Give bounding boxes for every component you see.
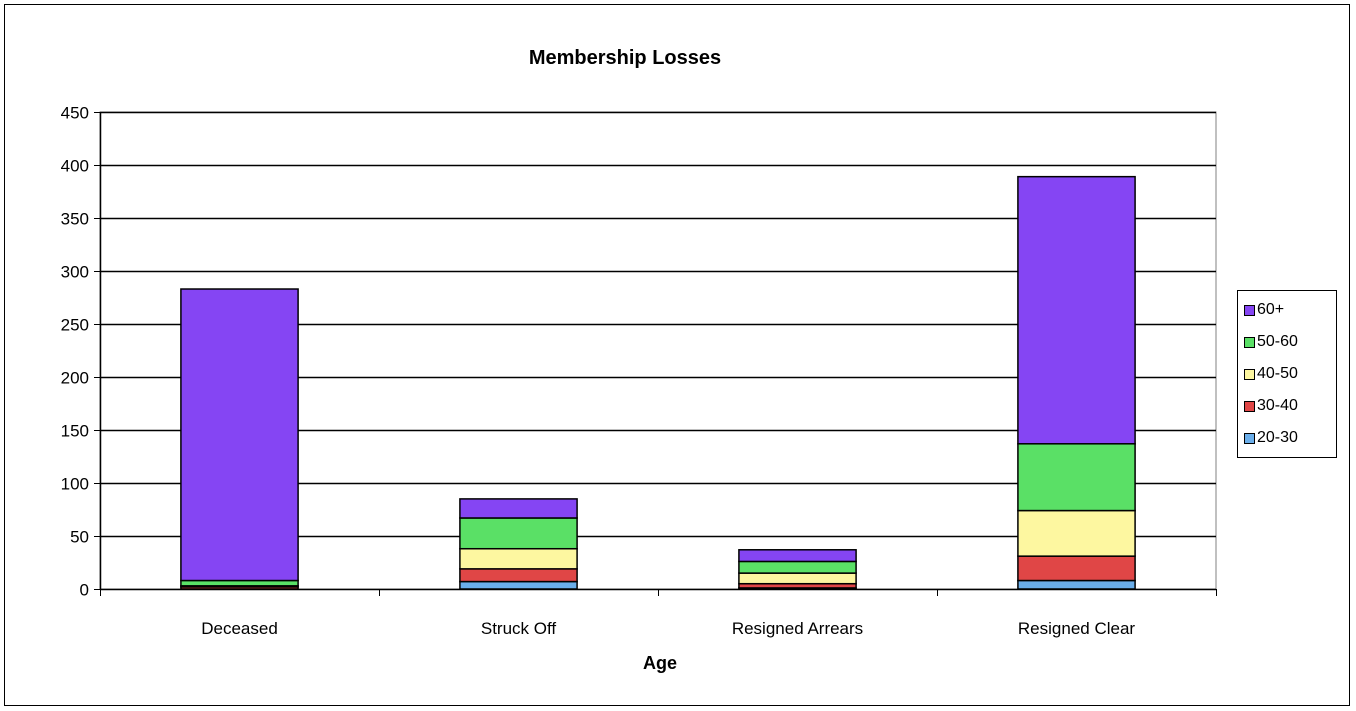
legend-label: 50-60 (1257, 333, 1298, 350)
bar-segment (459, 498, 578, 519)
x-tick-label: Struck Off (481, 619, 557, 638)
legend-swatch (1244, 336, 1255, 348)
x-tick-label: Deceased (201, 619, 278, 638)
y-tick-label: 350 (61, 210, 89, 229)
legend-label: 40-50 (1257, 365, 1298, 382)
y-tick-label: 100 (61, 475, 89, 494)
y-tick-label: 300 (61, 263, 89, 282)
chart-title: Membership Losses (528, 47, 722, 69)
bar-segment (459, 580, 578, 590)
legend-swatch (1244, 432, 1255, 444)
legend-item: 20-30 (1238, 422, 1336, 454)
y-tick-label: 450 (61, 104, 89, 123)
bar-segment (738, 572, 857, 585)
x-tick-label: Resigned Arrears (732, 619, 863, 638)
bars (180, 175, 1136, 590)
bar-segment (459, 517, 578, 550)
legend-label: 30-40 (1257, 397, 1298, 414)
legend-swatch (1244, 400, 1255, 412)
y-tick-label: 0 (80, 581, 89, 600)
legend-item: 40-50 (1238, 358, 1336, 390)
legend: 60+ 50-60 40-50 30-40 20-30 (1237, 290, 1337, 458)
bar-segment (1017, 443, 1136, 512)
legend-item: 50-60 (1238, 326, 1336, 358)
x-axis-title: Age (643, 653, 677, 673)
bar-segment (180, 288, 299, 582)
legend-swatch (1244, 368, 1255, 380)
bar-segment (1017, 555, 1136, 582)
legend-item: 60+ (1238, 294, 1336, 326)
bar-segment (459, 568, 578, 583)
axes (94, 112, 1217, 596)
bar-segment (1017, 579, 1136, 590)
bar-segment (180, 579, 299, 587)
tick-labels: 0 50 100 150 200 250 300 350 400 450 Deceased Struc… (61, 104, 1136, 639)
legend-swatch (1244, 304, 1255, 316)
bar-segment (738, 549, 857, 563)
x-tick-label: Resigned Clear (1018, 619, 1136, 638)
legend-label: 20-30 (1257, 429, 1298, 446)
bar-segment (1017, 509, 1136, 557)
bar-segment (1017, 175, 1136, 445)
legend-item: 30-40 (1238, 390, 1336, 422)
y-tick-label: 250 (61, 316, 89, 335)
y-tick-label: 400 (61, 157, 89, 176)
y-tick-label: 50 (70, 528, 89, 547)
legend-label: 60+ (1257, 301, 1285, 318)
bar-segment (459, 547, 578, 570)
bar-segment (738, 560, 857, 574)
y-tick-label: 200 (61, 369, 89, 388)
y-tick-label: 150 (61, 422, 89, 441)
